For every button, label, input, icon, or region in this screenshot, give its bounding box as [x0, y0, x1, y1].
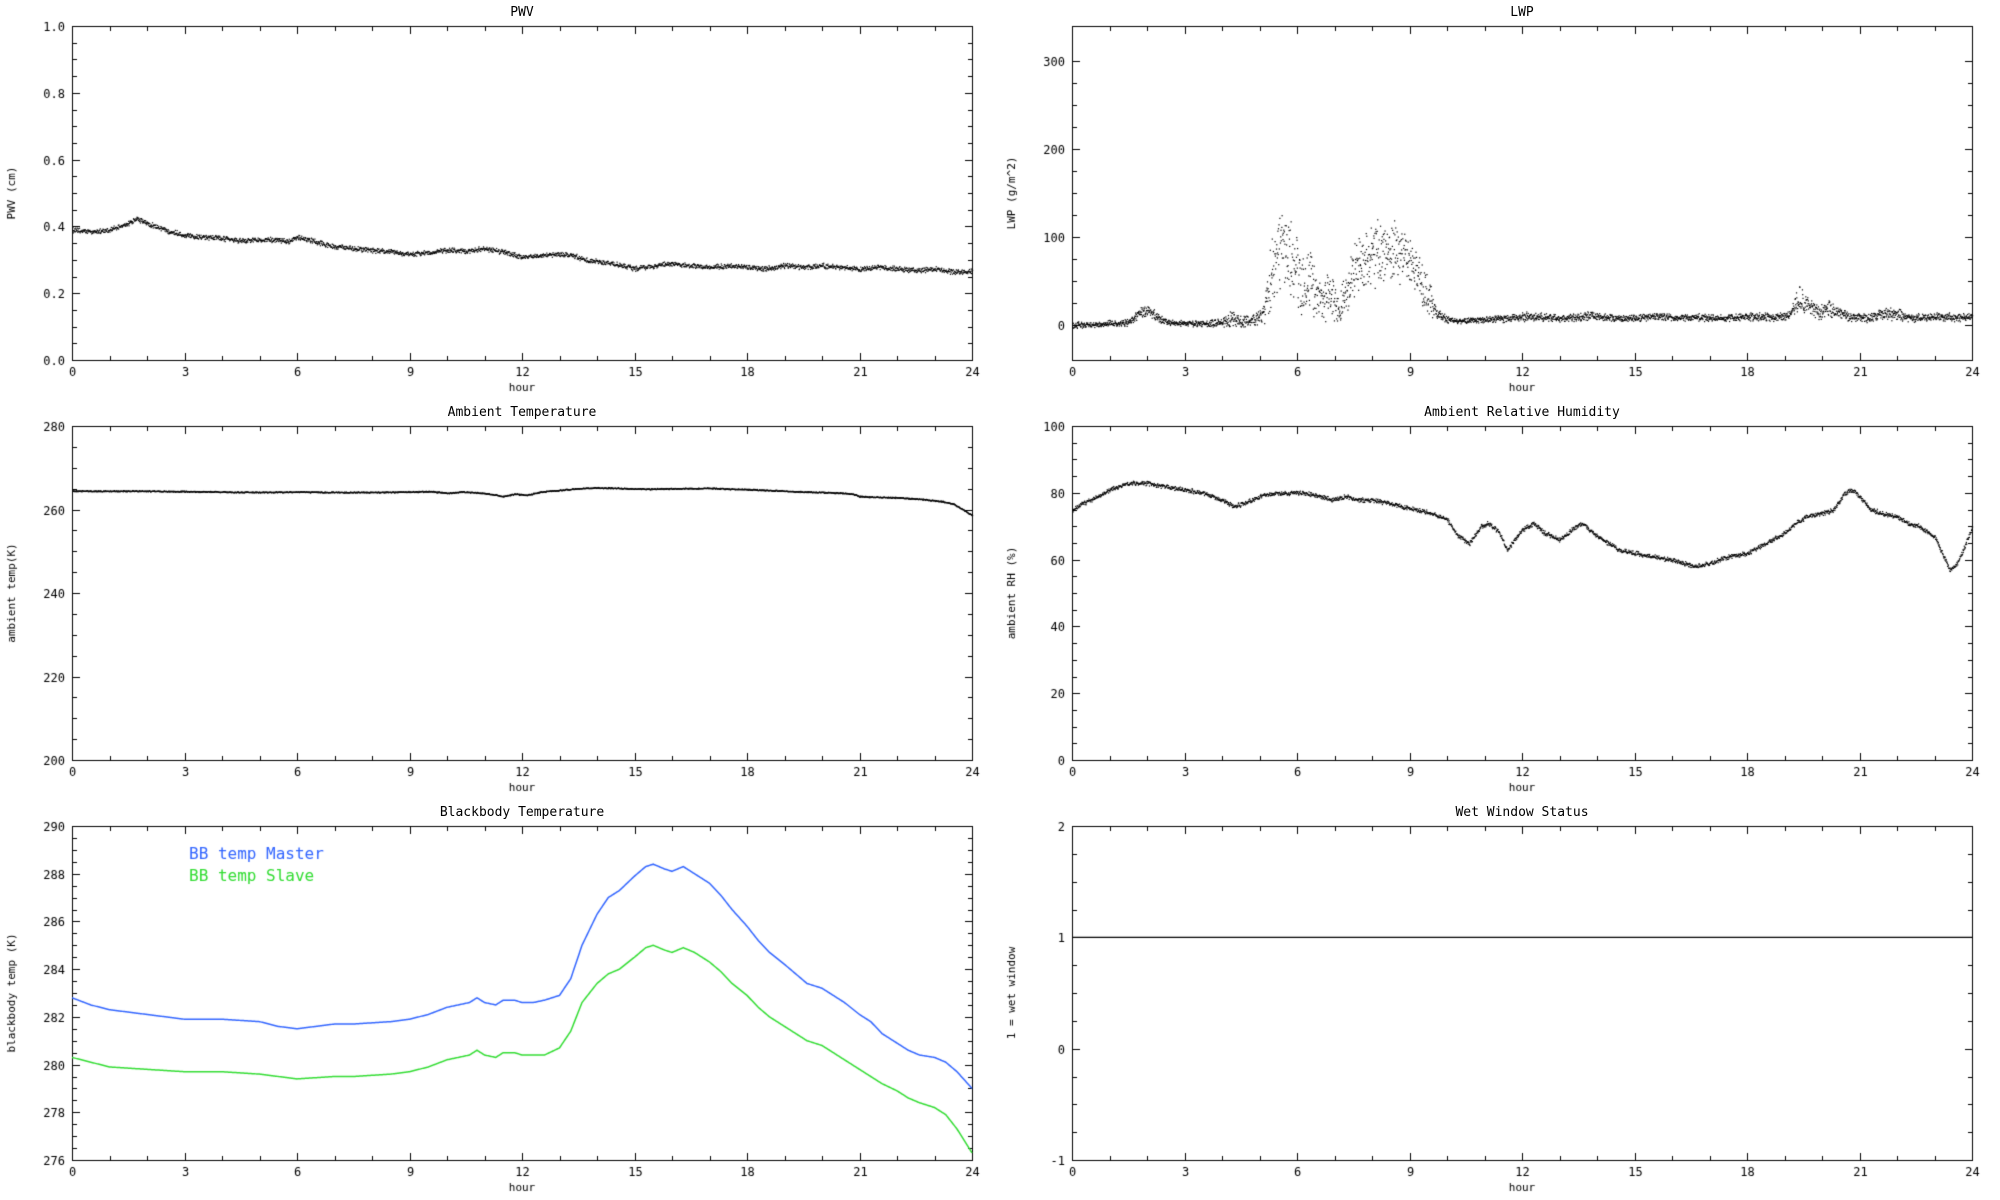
chart-title-pwv: PWV: [510, 5, 534, 20]
chart-title-ambient-temperature: Ambient Temperature: [447, 405, 597, 420]
panel-pwv: PWV: [0, 0, 1000, 400]
blackbody-temperature-chart-canvas: [0, 800, 1000, 1200]
ambient-temperature-chart-canvas: [0, 400, 1000, 800]
lwp-chart-canvas: [1000, 0, 2000, 400]
pwv-chart-canvas: [0, 0, 1000, 400]
panel-lwp: LWP: [1000, 0, 2000, 400]
panel-ambient-relative-humidity: Ambient Relative Humidity: [1000, 400, 2000, 800]
chart-title-wet-window-status: Wet Window Status: [1455, 805, 1589, 820]
ambient-relative-humidity-chart-canvas: [1000, 400, 2000, 800]
panel-wet-window-status: Wet Window Status: [1000, 800, 2000, 1200]
chart-title-blackbody-temperature: Blackbody Temperature: [439, 805, 605, 820]
panel-ambient-temperature: Ambient Temperature: [0, 400, 1000, 800]
panel-blackbody-temperature: Blackbody Temperature: [0, 800, 1000, 1200]
wet-window-status-chart-canvas: [1000, 800, 2000, 1200]
chart-title-lwp: LWP: [1510, 5, 1534, 20]
chart-title-ambient-relative-humidity: Ambient Relative Humidity: [1424, 405, 1620, 420]
